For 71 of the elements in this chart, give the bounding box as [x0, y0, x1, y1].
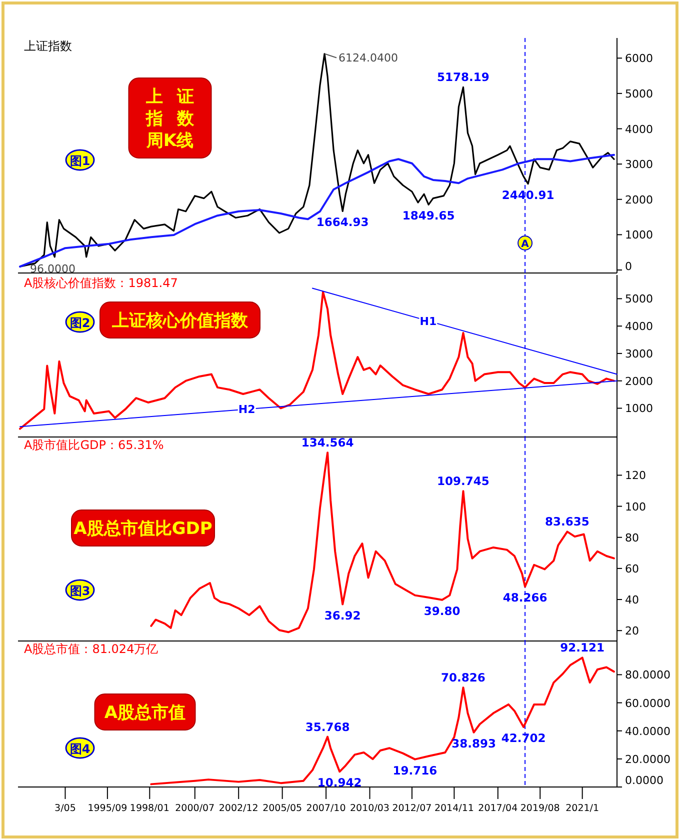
- annotation: 上证指数周K线: [145, 87, 208, 151]
- x-tick-label: 2000/07: [175, 803, 215, 814]
- y-tick-label: 2000: [625, 374, 653, 388]
- annotation: 6124.0400: [338, 52, 398, 65]
- annotation: 38.893: [452, 736, 496, 750]
- annotation: 上证指数: [24, 39, 72, 53]
- y-tick-label: 0.0000: [625, 774, 664, 787]
- x-tick-label: 2014/11: [434, 803, 474, 814]
- y-tick-label: 40.0000: [625, 724, 670, 738]
- x-tick-label: 2017/04: [478, 803, 518, 814]
- y-tick-label: 4000: [625, 122, 653, 136]
- y-tick-label: 60.0000: [625, 696, 670, 710]
- annotation: 图2: [70, 316, 90, 330]
- annotation: 上证核心价值指数: [111, 311, 249, 331]
- y-tick-label: 40: [625, 594, 639, 607]
- y-tick-label: 1000: [625, 228, 653, 242]
- annotation: 图3: [70, 584, 90, 598]
- y-tick-label: 2000: [625, 193, 653, 206]
- x-tick-label: 2005/05: [262, 803, 302, 814]
- annotation: 36.92: [324, 608, 361, 622]
- x-tick-label: 2019/08: [520, 803, 560, 814]
- annotation: 10.942: [317, 776, 362, 790]
- annotation: 134.564: [301, 436, 354, 450]
- y-tick-label: 5000: [625, 87, 653, 100]
- annotation: 70.826: [441, 670, 486, 685]
- annotation: A股总市值：81.024万亿: [24, 642, 158, 656]
- y-tick-label: 3000: [625, 158, 653, 172]
- annotation: 图4: [70, 742, 90, 756]
- y-tick-label: 4000: [625, 320, 653, 334]
- annotation: 2440.91: [502, 188, 554, 202]
- x-tick-label: 2021/1: [566, 803, 600, 814]
- y-tick-label: 100: [625, 500, 646, 514]
- annotation: 42.702: [501, 731, 546, 746]
- annotation: 图1: [70, 154, 90, 168]
- y-tick-label: 80.0000: [625, 668, 670, 682]
- annotation: 39.80: [424, 604, 460, 618]
- line-series: [19, 290, 615, 430]
- annotation: 83.635: [545, 514, 590, 529]
- x-tick-label: 3/05: [54, 803, 76, 814]
- y-tick-label: 20.0000: [625, 752, 670, 766]
- y-tick-label: 80: [625, 531, 639, 544]
- ref-line-label: A: [521, 239, 530, 250]
- x-tick-label: 2007/10: [306, 803, 346, 814]
- y-tick-label: 6000: [625, 52, 653, 66]
- annotation: 19.716: [392, 763, 438, 778]
- y-tick-label: 0: [625, 260, 632, 273]
- annotation: 1664.93: [316, 215, 369, 230]
- x-tick-label: 2002/12: [218, 803, 258, 814]
- annotation: A股总市值比GDP: [74, 519, 212, 539]
- annotation: 48.266: [502, 590, 548, 605]
- y-tick-label: 3000: [625, 347, 653, 360]
- x-tick-label: 2010/03: [350, 803, 390, 814]
- series-label: H2: [238, 403, 256, 416]
- annotation: A股核心价值指数：1981.47: [24, 276, 178, 290]
- annotation: 109.745: [437, 474, 490, 488]
- y-tick-label: 20: [625, 624, 639, 638]
- annotation: 92.121: [560, 640, 605, 655]
- x-tick-label: 2012/07: [392, 803, 432, 814]
- x-tick-label: 1995/09: [88, 803, 128, 814]
- y-tick-label: 60: [625, 562, 639, 576]
- annotation: A股市值比GDP：65.31%: [24, 438, 164, 452]
- annotation: 5178.19: [437, 70, 490, 84]
- y-tick-label: 120: [625, 469, 646, 482]
- y-tick-label: 1000: [625, 402, 653, 416]
- x-tick-label: 1998/01: [130, 803, 170, 814]
- series-label: H1: [420, 314, 437, 328]
- annotation: 96.0000: [30, 262, 76, 276]
- annotation: 35.768: [305, 720, 350, 734]
- annotation: A股总市值: [104, 703, 186, 723]
- y-tick-label: 5000: [625, 292, 653, 306]
- annotation: 1849.65: [402, 208, 455, 223]
